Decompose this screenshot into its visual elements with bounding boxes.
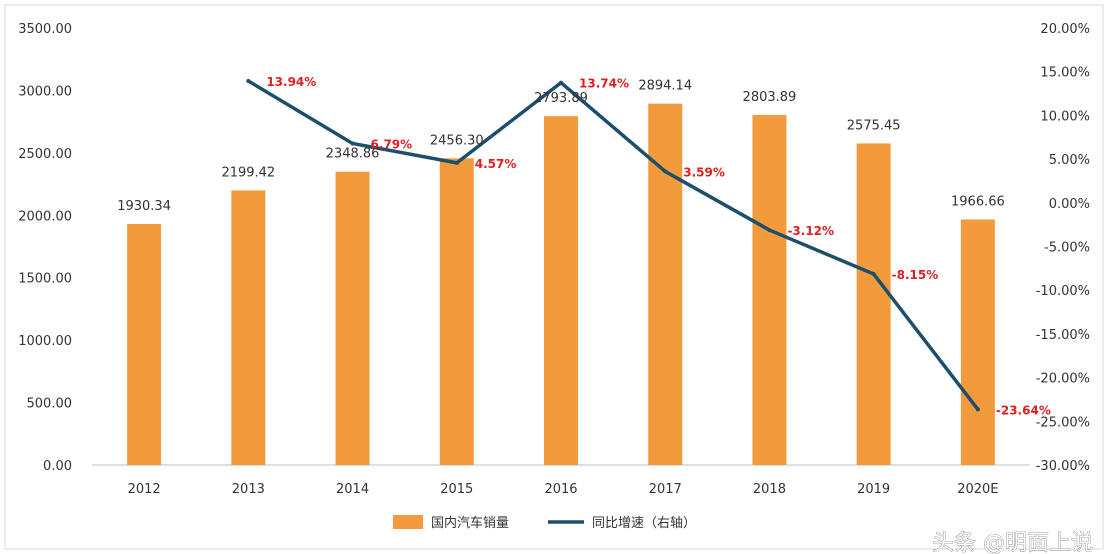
bar (856, 143, 891, 465)
right-axis-tick-label: -20.00% (1036, 372, 1090, 387)
left-axis-tick-label: 500.00 (27, 397, 73, 412)
growth-point (454, 160, 459, 165)
bar (335, 171, 370, 465)
line-layer (246, 78, 980, 412)
growth-rate-label: -23.64% (996, 403, 1051, 417)
growth-rate-label: -3.12% (787, 224, 834, 238)
axes-layer: 0.00 500.00 1000.00 1500.00 2000.00 2500.00 30… (4, 4, 1104, 550)
x-axis-tick-label: 2018 (753, 482, 786, 497)
left-axis-tick-label: 3500.00 (18, 22, 72, 37)
legend: 国内汽车销量 同比增速（右轴） (393, 515, 696, 531)
x-axis-tick-label: 2015 (440, 482, 473, 497)
right-axis-tick-label: -5.00% (1044, 241, 1090, 256)
bar-value-label: 2456.30 (430, 133, 484, 148)
growth-rate-label: 3.59% (683, 165, 725, 179)
left-axis-tick-label: 2000.00 (18, 209, 72, 224)
growth-rate-label: -8.15% (892, 268, 939, 282)
labels-layer: 1930.34 2199.42 2348.86 2456.30 2793.89 2894.… (117, 75, 1051, 417)
right-axis-tick-label: 10.00% (1040, 109, 1090, 124)
bar (960, 219, 995, 465)
growth-line (247, 79, 980, 411)
right-axis-tick-label: -25.00% (1036, 415, 1090, 430)
bar (544, 116, 578, 466)
watermark: 头条 @明面上说 (932, 531, 1093, 554)
bar (752, 114, 787, 465)
chart-frame (4, 4, 1104, 550)
growth-rate-label: 13.74% (579, 77, 629, 91)
left-axis-tick-label: 2500.00 (18, 147, 72, 162)
right-axis-tick-label: 0.00% (1049, 197, 1090, 212)
bars-layer (127, 103, 995, 466)
bar-value-label: 1930.34 (117, 199, 171, 214)
left-axis-tick-label: 0.00 (43, 459, 72, 474)
x-axis-tick-label: 2017 (649, 482, 682, 497)
growth-point (663, 169, 668, 174)
x-axis-tick-label: 2014 (336, 482, 369, 497)
growth-rate-label: 4.57% (475, 157, 517, 171)
bar-value-label: 2575.45 (847, 118, 901, 133)
growth-point (871, 272, 876, 277)
x-axis-tick-label: 2019 (857, 482, 890, 497)
right-axis-tick-label: -30.00% (1036, 459, 1090, 474)
x-axis-tick-label: 2013 (232, 482, 265, 497)
x-axis-tick-label: 2020E (957, 482, 998, 497)
growth-point (246, 78, 251, 83)
left-axis-tick-label: 1500.00 (18, 272, 72, 287)
x-axis-tick-label: 2016 (544, 482, 577, 497)
legend-label-sales: 国内汽车销量 (431, 515, 509, 531)
bar-value-label: 1966.66 (951, 194, 1005, 209)
right-axis-tick-label: -10.00% (1036, 284, 1090, 299)
bar (231, 190, 266, 465)
legend-label-growth: 同比增速（右轴） (592, 516, 696, 531)
bar-value-label: 2199.42 (221, 165, 275, 180)
right-axis-tick-label: -15.00% (1036, 328, 1090, 343)
growth-point (559, 80, 563, 85)
bar (648, 103, 683, 466)
left-axis-tick-label: 1000.00 (18, 334, 72, 349)
bar (439, 158, 474, 465)
legend-swatch-sales (393, 515, 423, 529)
bar-value-label: 2803.89 (743, 90, 797, 105)
growth-rate-label: 13.94% (266, 75, 316, 89)
bar-value-label: 2793.89 (534, 91, 588, 106)
growth-rate-label: 6.79% (371, 137, 413, 151)
bar-value-label: 2348.86 (326, 147, 380, 162)
right-axis-tick-label: 20.00% (1040, 22, 1090, 37)
growth-point (975, 407, 980, 412)
x-axis-tick-label: 2012 (128, 482, 161, 497)
growth-point (767, 228, 772, 233)
growth-point (350, 141, 355, 146)
bar-value-label: 2894.14 (638, 79, 692, 94)
left-axis-tick-label: 3000.00 (18, 84, 72, 99)
right-axis-tick-label: 15.00% (1040, 66, 1090, 81)
bar (127, 223, 162, 465)
right-axis-tick-label: 5.00% (1049, 153, 1090, 168)
